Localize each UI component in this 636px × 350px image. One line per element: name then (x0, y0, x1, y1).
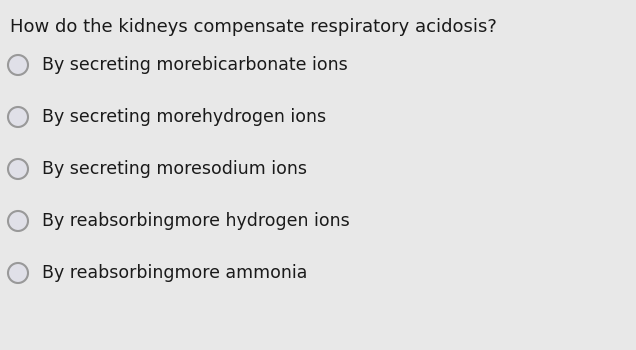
Text: How do the kidneys compensate respiratory acidosis?: How do the kidneys compensate respirator… (10, 18, 497, 36)
Circle shape (8, 107, 28, 127)
Circle shape (8, 55, 28, 75)
Text: By secreting morebicarbonate ions: By secreting morebicarbonate ions (42, 56, 348, 74)
Text: By reabsorbingmore hydrogen ions: By reabsorbingmore hydrogen ions (42, 212, 350, 230)
Circle shape (8, 211, 28, 231)
Text: By secreting morehydrogen ions: By secreting morehydrogen ions (42, 108, 326, 126)
Circle shape (8, 159, 28, 179)
Circle shape (8, 263, 28, 283)
Text: By reabsorbingmore ammonia: By reabsorbingmore ammonia (42, 264, 307, 282)
Text: By secreting moresodium ions: By secreting moresodium ions (42, 160, 307, 178)
